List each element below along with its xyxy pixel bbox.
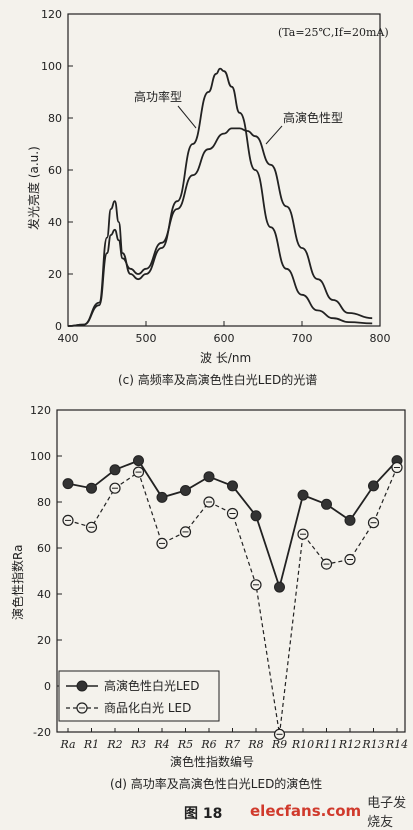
y-tick-label: 120 (30, 404, 51, 417)
data-point-high-cri-led (62, 478, 74, 490)
data-point-high-cri-led (86, 482, 97, 494)
y-tick-label: 0 (44, 680, 51, 693)
y-tick-label: 80 (48, 112, 62, 125)
y-tick-label: 40 (48, 216, 62, 229)
x-tick-label: R4 (153, 738, 169, 751)
x-tick-label: Ra (59, 738, 75, 751)
x-tick-label: 600 (214, 332, 235, 345)
x-tick-label: R5 (177, 738, 193, 751)
cri-caption: (d) 高功率及高演色性白光LED的演色性 (110, 776, 322, 791)
spectrum-series-lines (67, 67, 373, 327)
x-tick-label: 400 (58, 332, 79, 345)
series-label-high-power: 高功率型 (134, 89, 182, 104)
data-point-high-cri-led (250, 510, 262, 522)
data-point-high-cri-led (180, 485, 191, 496)
data-point-high-cri-led (109, 464, 121, 476)
x-tick-label: R6 (200, 738, 216, 751)
y-tick-label: 0 (55, 320, 62, 333)
y-tick-label: 60 (48, 164, 62, 177)
x-tick-label: R9 (271, 738, 287, 751)
data-point-high-cri-led (133, 455, 144, 467)
y-tick-label: 120 (41, 8, 62, 21)
x-tick-label: 700 (292, 332, 313, 345)
series-line-high-power (67, 67, 373, 327)
y-tick-label: 60 (37, 542, 51, 555)
y-tick-label: 40 (37, 588, 51, 601)
series-line-commercial-led (67, 467, 398, 735)
spectrum-x-axis-label: 波 长/nm (200, 351, 251, 365)
data-point-high-cri-led (203, 471, 215, 483)
leader-line-high-cri (265, 125, 283, 145)
spectrum-x-ticks: 400 500 600 700 800 (58, 321, 391, 345)
legend-label-high-cri: 高演色性白光LED (104, 678, 200, 693)
y-tick-label: 100 (30, 450, 51, 463)
data-point-high-cri-led (344, 514, 356, 526)
data-point-high-cri-led (321, 498, 332, 510)
x-tick-label: R12 (338, 738, 361, 751)
spectrum-chart: 0 20 40 60 80 100 120 400 500 600 700 800 (Ta=25℃,… (26, 8, 391, 387)
cri-plot-frame (56, 409, 406, 733)
legend-marker-high-cri (76, 680, 88, 692)
data-point-high-cri-led (368, 480, 379, 492)
data-point-high-cri-led (227, 480, 238, 492)
x-tick-label: 800 (370, 332, 391, 345)
y-tick-label: -20 (33, 726, 51, 739)
spectrum-condition: (Ta=25℃,If=20mA) (278, 26, 389, 39)
watermark-site: elecfans.com (250, 802, 362, 820)
spectrum-caption: (c) 高频率及高演色性白光LED的光谱 (118, 372, 317, 387)
leader-line-high-power (177, 105, 197, 129)
x-tick-label: R13 (361, 738, 384, 751)
cri-y-axis-label: 演色性指数Ra (10, 545, 25, 620)
x-tick-label: R2 (106, 738, 122, 751)
y-tick-label: 100 (41, 60, 62, 73)
y-tick-label: 80 (37, 496, 51, 509)
series-line-high-cri (67, 127, 373, 327)
x-tick-label: R10 (291, 738, 314, 751)
watermark: elecfans.com 电子发烧友 (250, 793, 413, 830)
spectrum-y-ticks: 0 20 40 60 80 100 120 (41, 8, 73, 333)
x-tick-label: R14 (385, 738, 408, 751)
x-tick-label: R7 (224, 738, 240, 751)
figure-label: 图 18 (184, 806, 223, 822)
cri-x-axis-label: 演色性指数编号 (170, 754, 254, 769)
cri-legend: 高演色性白光LED 商品化白光 LED (58, 670, 220, 722)
x-tick-label: R3 (130, 738, 146, 751)
y-tick-label: 20 (48, 268, 62, 281)
cri-x-ticks: Ra R1 R2 R3 R4 R5 R6 R7 R8 R9 R10 R11 R12 R13 R14 (59, 728, 408, 751)
x-tick-label: 500 (136, 332, 157, 345)
data-point-high-cri-led (274, 581, 285, 593)
x-tick-label: R1 (83, 738, 99, 751)
legend-label-commercial: 商品化白光 LED (104, 700, 191, 715)
spectrum-y-axis-label: 发光亮度 (a.u.) (26, 146, 41, 230)
watermark-name: 电子发烧友 (367, 796, 407, 830)
x-tick-label: R8 (247, 738, 263, 751)
series-label-high-cri: 高演色性型 (283, 110, 343, 125)
data-point-high-cri-led (156, 491, 168, 503)
cri-series-lines (62, 455, 403, 740)
y-tick-label: 20 (37, 634, 51, 647)
data-point-high-cri-led (297, 489, 309, 501)
x-tick-label: R11 (314, 738, 337, 751)
cri-y-ticks: -20 0 20 40 60 80 100 120 (30, 404, 62, 739)
